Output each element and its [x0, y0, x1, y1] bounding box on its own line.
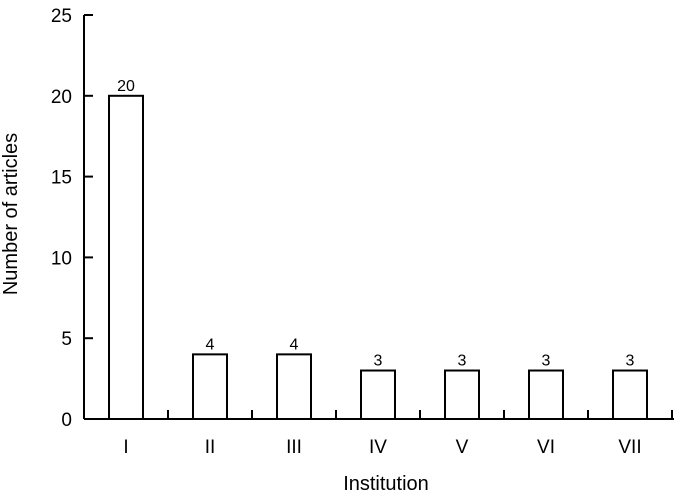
y-axis-title: Number of articles: [0, 133, 22, 295]
data-label: 20: [117, 78, 135, 95]
bars: [108, 94, 648, 421]
bar: [276, 353, 312, 420]
category-label: VI: [537, 437, 555, 458]
data-label: 4: [206, 336, 215, 353]
data-labels: 20 4 4 3 3 3 3: [117, 78, 634, 370]
bar: [192, 353, 228, 420]
y-axis: 0 5 10 15 20 25: [51, 6, 93, 431]
y-tick-label: 15: [51, 168, 72, 189]
bar: [108, 94, 144, 421]
y-tick-label: 0: [61, 410, 72, 431]
y-tick-label: 10: [51, 248, 72, 269]
data-label: 3: [374, 353, 383, 370]
x-axis-title: Institution: [343, 473, 429, 495]
y-tick-label: 5: [61, 329, 72, 350]
bar: [444, 369, 480, 420]
category-label: III: [286, 437, 302, 458]
category-label: I: [123, 437, 128, 458]
y-tick-label: 25: [51, 6, 72, 27]
data-label: 3: [458, 353, 467, 370]
category-label: II: [205, 437, 216, 458]
bar: [360, 369, 396, 420]
category-label: IV: [369, 437, 387, 458]
data-label: 3: [542, 353, 551, 370]
category-label: VII: [618, 437, 641, 458]
data-label: 3: [626, 353, 635, 370]
category-labels: I II III IV V VI VII: [123, 437, 641, 458]
y-tick-label: 20: [51, 87, 72, 108]
data-label: 4: [290, 336, 299, 353]
bar: [612, 369, 648, 420]
bar: [528, 369, 564, 420]
category-label: V: [456, 437, 469, 458]
